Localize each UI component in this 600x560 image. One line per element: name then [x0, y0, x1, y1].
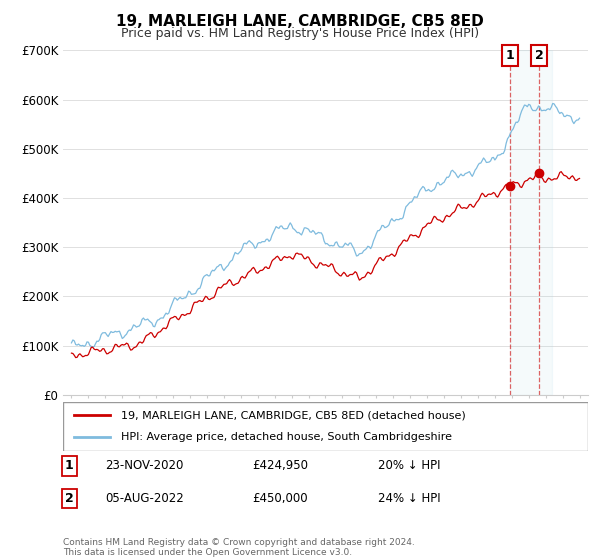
Text: 24% ↓ HPI: 24% ↓ HPI [378, 492, 440, 505]
Text: Contains HM Land Registry data © Crown copyright and database right 2024.
This d: Contains HM Land Registry data © Crown c… [63, 538, 415, 557]
Text: £450,000: £450,000 [252, 492, 308, 505]
Text: 19, MARLEIGH LANE, CAMBRIDGE, CB5 8ED: 19, MARLEIGH LANE, CAMBRIDGE, CB5 8ED [116, 14, 484, 29]
Text: 2: 2 [65, 492, 73, 505]
FancyBboxPatch shape [63, 402, 588, 451]
Text: 20% ↓ HPI: 20% ↓ HPI [378, 459, 440, 473]
Text: 1: 1 [506, 49, 514, 62]
Text: HPI: Average price, detached house, South Cambridgeshire: HPI: Average price, detached house, Sout… [121, 432, 452, 442]
Text: £424,950: £424,950 [252, 459, 308, 473]
Text: 19, MARLEIGH LANE, CAMBRIDGE, CB5 8ED (detached house): 19, MARLEIGH LANE, CAMBRIDGE, CB5 8ED (d… [121, 410, 466, 421]
Text: 05-AUG-2022: 05-AUG-2022 [105, 492, 184, 505]
Text: 1: 1 [65, 459, 73, 473]
Text: 2: 2 [535, 49, 543, 62]
Text: 23-NOV-2020: 23-NOV-2020 [105, 459, 184, 473]
Bar [510, 50, 553, 395]
Text: Price paid vs. HM Land Registry's House Price Index (HPI): Price paid vs. HM Land Registry's House … [121, 27, 479, 40]
